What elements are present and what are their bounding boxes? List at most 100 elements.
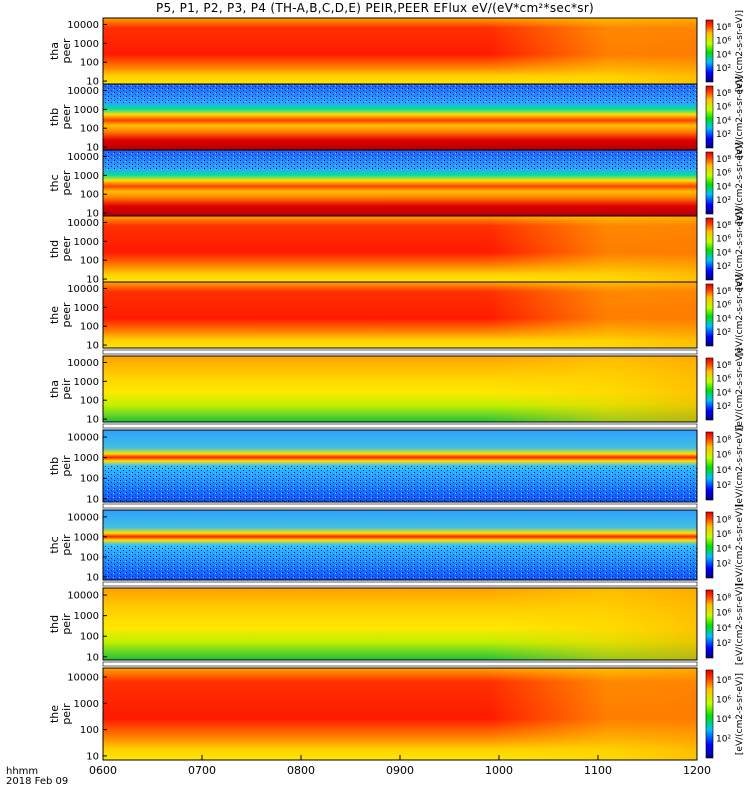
colorbar-tick-label: 10⁸ xyxy=(716,594,731,604)
panel-thd-peer: 10 100 1000 10000 thd peer 10² 10⁴ 10⁶ 10⁸ [eV/(cm… xyxy=(48,208,745,290)
y-tick-label: 100 xyxy=(80,396,99,407)
colorbar-tick-label: 10⁸ xyxy=(716,515,731,525)
noise-texture xyxy=(103,545,697,580)
colorbar-tick-label: 10⁶ xyxy=(716,609,731,619)
y-tick-label: 100 xyxy=(80,124,99,135)
y-tick-label: 10 xyxy=(86,415,99,426)
colorbar-tick-label: 10⁶ xyxy=(716,235,731,245)
status-bar xyxy=(102,503,698,509)
y-tick-label: 1000 xyxy=(74,39,99,50)
noise-texture xyxy=(103,84,697,104)
colorbar-tick-label: 10⁸ xyxy=(716,676,731,686)
colorbar xyxy=(705,669,714,759)
panel-species-label: peir xyxy=(60,455,73,477)
colorbar-tick-label: 10⁸ xyxy=(716,89,731,99)
colorbar xyxy=(705,85,714,149)
y-tick-label: 10 xyxy=(86,77,99,88)
y-tick-label: 100 xyxy=(80,256,99,267)
x-tick-label: 1100 xyxy=(584,764,612,777)
panel-the-peer: 10 100 1000 10000 the peer 10² 10⁴ 10⁶ 10⁸ [eV/(cm… xyxy=(48,274,745,356)
y-tick-label: 100 xyxy=(80,58,99,69)
y-tick-label: 100 xyxy=(80,322,99,333)
y-tick-label: 1000 xyxy=(74,105,99,116)
colorbar xyxy=(705,19,714,83)
colorbar-tick-label: 10⁶ xyxy=(716,103,731,113)
colorbar-tick-label: 10² xyxy=(716,481,731,491)
y-tick-label: 10 xyxy=(86,751,99,762)
y-tick-label: 10 xyxy=(86,652,99,663)
panel-species-label: peir xyxy=(60,703,73,725)
colorbar-tick-label: 10⁴ xyxy=(716,314,731,324)
colorbar-unit: [eV/(cm2-s-sr-eV)] xyxy=(735,504,745,586)
colorbar-tick-label: 10⁴ xyxy=(716,50,731,60)
y-tick-label: 10000 xyxy=(67,20,99,31)
late-fade xyxy=(103,282,697,348)
panel-frame xyxy=(102,587,698,661)
colorbar-tick-label: 10⁸ xyxy=(716,221,731,231)
colorbar-tick-label: 10⁴ xyxy=(716,466,731,476)
colorbar-tick-label: 10² xyxy=(716,262,731,272)
panel-species-label: peer xyxy=(60,302,73,328)
panel-probe-label: thb xyxy=(48,108,61,126)
panel-species-label: peir xyxy=(60,534,73,556)
x-axis: 0600 0700 0800 0900 1000 1100 1200 xyxy=(89,755,711,777)
y-tick-label: 10 xyxy=(86,572,99,583)
y-tick-label: 10 xyxy=(86,341,99,352)
colorbar xyxy=(705,217,714,281)
panels-group: 10 100 1000 10000 tha peer 10² 10⁴ 10⁶ 10⁸ [eV/(cm… xyxy=(48,10,745,763)
panel-species-label: peer xyxy=(60,170,73,196)
panel-probe-label: thc xyxy=(48,174,61,191)
panel-probe-label: thd xyxy=(48,240,61,258)
x-tick-label: 1000 xyxy=(485,764,513,777)
colorbar xyxy=(705,511,714,579)
colorbar-unit: [eV/(cm2-s-sr-eV)] xyxy=(735,274,745,356)
colorbar-unit: [eV/(cm2-s-sr-eV)] xyxy=(735,583,745,665)
colorbar-unit: [eV/(cm2-s-sr-eV)] xyxy=(735,10,745,92)
colorbar-tick-label: 10⁴ xyxy=(716,248,731,258)
y-tick-label: 1000 xyxy=(74,532,99,543)
colorbar-unit: [eV/(cm2-s-sr-eV)] xyxy=(735,348,745,430)
panel-species-label: peer xyxy=(60,104,73,130)
colorbar-tick-label: 10⁴ xyxy=(716,545,731,555)
panel-probe-label: tha xyxy=(48,380,61,398)
y-tick-label: 10 xyxy=(86,494,99,505)
y-tick-label: 10 xyxy=(86,143,99,154)
panel-probe-label: the xyxy=(48,306,61,324)
x-tick-label: 1200 xyxy=(683,764,711,777)
chart-title: P5, P1, P2, P3, P4 (TH-A,B,C,D,E) PEIR,P… xyxy=(155,1,595,15)
noise-texture xyxy=(103,466,697,502)
late-fade xyxy=(103,18,697,84)
colorbar-tick-label: 10⁴ xyxy=(716,388,731,398)
y-tick-label: 1000 xyxy=(74,237,99,248)
x-axis-label-hhmm: hhmm xyxy=(6,766,39,777)
colorbar-tick-label: 10⁴ xyxy=(716,116,731,126)
y-tick-label: 10000 xyxy=(67,673,99,684)
late-fade xyxy=(103,588,697,660)
colorbar xyxy=(705,431,714,501)
panel-thc-peir: 10 100 1000 10000 thc peir 10² 10⁴ 10⁶ 10⁸ [eV/(cm… xyxy=(48,504,745,587)
y-tick-label: 10000 xyxy=(67,152,99,163)
colorbar-unit: [eV/(cm2-s-sr-eV)] xyxy=(735,142,745,224)
status-bar xyxy=(102,349,698,355)
y-tick-label: 10000 xyxy=(67,86,99,97)
colorbar-tick-label: 10² xyxy=(716,64,731,74)
colorbar xyxy=(705,151,714,215)
colorbar-tick-label: 10⁶ xyxy=(716,375,731,385)
panel-frame xyxy=(102,355,698,423)
colorbar-unit: [eV/(cm2-s-sr-eV)] xyxy=(735,673,745,755)
y-tick-label: 1000 xyxy=(74,171,99,182)
colorbar-tick-label: 10² xyxy=(716,196,731,206)
panel-thb-peer: 10 100 1000 10000 thb peer 10² 10⁴ 10⁶ 10⁸ [eV/(cm… xyxy=(48,76,745,158)
panel-probe-label: thb xyxy=(48,457,61,475)
x-tick-label: 0900 xyxy=(386,764,414,777)
y-tick-label: 1000 xyxy=(74,699,99,710)
panel-species-label: peir xyxy=(60,378,73,400)
panel-frame xyxy=(102,429,698,503)
noise-texture xyxy=(103,150,697,170)
colorbar-tick-label: 10⁶ xyxy=(716,530,731,540)
colorbar-tick-label: 10⁸ xyxy=(716,23,731,33)
panel-probe-label: tha xyxy=(48,42,61,60)
y-tick-label: 100 xyxy=(80,632,99,643)
colorbar-tick-label: 10⁴ xyxy=(716,182,731,192)
y-tick-label: 10 xyxy=(86,209,99,220)
